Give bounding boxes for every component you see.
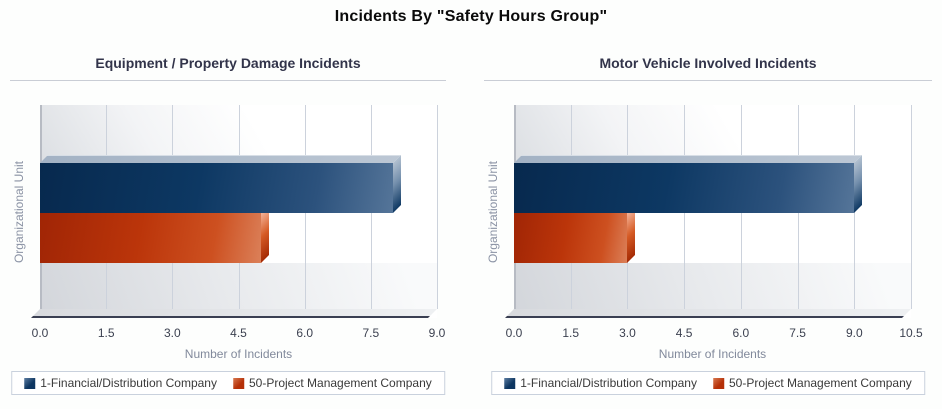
x-tick-label: 4.5 [675, 326, 693, 340]
bar-3d-cap [627, 205, 636, 263]
x-axis-title: Number of Incidents [184, 347, 293, 361]
legend-item-project: 50-Project Management Company [712, 376, 912, 390]
bar-front-face[interactable] [40, 163, 393, 213]
plot-area [505, 105, 912, 318]
bar-front-face[interactable] [514, 163, 855, 213]
bar-3d-top-face [514, 155, 863, 163]
x-axis-tick-labels: 0.0 1.5 3.0 4.5 6.0 7.5 9.0 10.5 [506, 326, 923, 340]
x-tick-label: 1.5 [97, 326, 115, 340]
x-tick-label: 4.5 [230, 326, 247, 340]
bar-financial-distribution[interactable] [514, 155, 863, 213]
x-tick-label: 6.0 [296, 326, 313, 340]
legend-item-financial: 1-Financial/Distribution Company [24, 376, 217, 390]
x-tick-label: 7.5 [789, 326, 806, 340]
legend-swatch-blue-icon [504, 377, 516, 389]
bar-project-management[interactable] [514, 205, 636, 263]
gridline [437, 105, 438, 309]
x-axis-floor [505, 309, 911, 318]
y-axis-title-text: Organizational Unit [12, 160, 26, 263]
legend: 1-Financial/Distribution Company 50-Proj… [11, 371, 445, 395]
x-tick-label: 9.0 [845, 326, 863, 340]
legend-label: 50-Project Management Company [248, 376, 432, 390]
legend-label: 50-Project Management Company [728, 376, 912, 390]
bar-3d-cap [260, 205, 269, 263]
x-tick-label: 3.0 [619, 326, 636, 340]
legend-label: 1-Financial/Distribution Company [520, 376, 697, 390]
x-tick-label: 10.5 [899, 326, 923, 340]
x-tick-label: 1.5 [562, 326, 580, 340]
x-tick-label: 6.0 [732, 326, 750, 340]
legend-swatch-blue-icon [24, 377, 36, 389]
y-axis-title-text: Organizational Unit [486, 160, 500, 263]
bar-financial-distribution[interactable] [40, 155, 401, 213]
y-axis-title: Organizational Unit [484, 105, 502, 318]
x-tick-label: 7.5 [362, 326, 380, 340]
x-tick-label: 3.0 [163, 326, 181, 340]
plot-area [31, 105, 438, 318]
title-divider [10, 80, 446, 81]
legend-swatch-orange-icon [712, 377, 724, 389]
legend-swatch-orange-icon [232, 377, 244, 389]
x-tick-label: 0.0 [505, 326, 523, 340]
x-tick-label: 9.0 [428, 326, 446, 340]
plot-background-bottom-band [514, 263, 911, 309]
report-title: Incidents By "Safety Hours Group" [334, 8, 608, 25]
x-tick-label: 0.0 [31, 326, 49, 340]
bar-front-face[interactable] [514, 213, 628, 263]
legend-item-financial: 1-Financial/Distribution Company [504, 376, 697, 390]
x-axis-tick-labels: 0.0 1.5 3.0 4.5 6.0 7.5 9.0 [32, 326, 446, 340]
title-divider [484, 80, 932, 81]
legend: 1-Financial/Distribution Company 50-Proj… [491, 371, 925, 395]
plot-background-top-band [514, 105, 911, 163]
gridline [911, 105, 912, 309]
chart-panel-motor-vehicle: Motor Vehicle Involved Incidents Organiz… [482, 55, 934, 403]
y-axis-title: Organizational Unit [10, 105, 28, 318]
bar-3d-top-face [40, 155, 401, 163]
legend-item-project: 50-Project Management Company [232, 376, 432, 390]
legend-label: 1-Financial/Distribution Company [40, 376, 217, 390]
bar-front-face[interactable] [40, 213, 261, 263]
x-axis-floor [31, 309, 437, 318]
bar-3d-cap [392, 155, 401, 213]
chart-title: Equipment / Property Damage Incidents [95, 55, 361, 71]
bar-3d-cap [854, 155, 863, 213]
bar-project-management[interactable] [40, 205, 269, 263]
x-axis-title: Number of Incidents [658, 347, 767, 361]
chart-panel-equipment: Equipment / Property Damage Incidents Or… [8, 55, 448, 403]
chart-title: Motor Vehicle Involved Incidents [599, 55, 817, 71]
